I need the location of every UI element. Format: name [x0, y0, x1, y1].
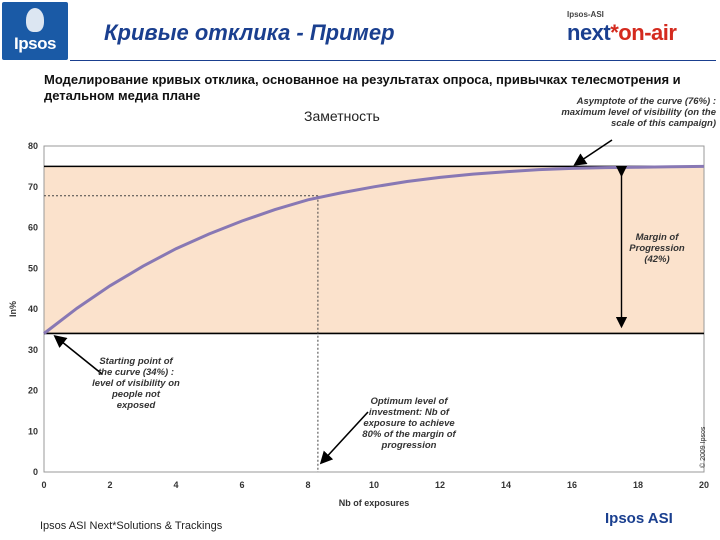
page-title: Кривые отклика - Пример	[104, 20, 395, 45]
annotation-starting-point: Starting point of the curve (34%) : leve…	[92, 356, 180, 411]
x-tick-label: 10	[369, 480, 379, 490]
annotation-margin: Margin of Progression (42%)	[629, 232, 685, 265]
annotation-optimum: Optimum level of investment: Nb of expos…	[362, 396, 456, 451]
copyright-note: © 2009 Ipsos	[700, 426, 707, 468]
footer-left: Ipsos ASI Next*Solutions & Trackings	[40, 520, 223, 532]
y-tick-label: 50	[28, 263, 38, 273]
ipsos-logo-text: Ipsos	[14, 34, 56, 53]
x-tick-label: 18	[633, 480, 643, 490]
x-axis-label: Nb of exposures	[339, 498, 410, 508]
ipsos-logo-figure	[26, 8, 44, 32]
y-axis-label: In%	[8, 301, 18, 317]
footer-brand: Ipsos ASI	[605, 510, 673, 527]
chart-title: Заметность	[304, 108, 380, 124]
next-on-air-logo-main: next*on-air	[567, 20, 677, 46]
x-tick-label: 20	[699, 480, 709, 490]
y-tick-label: 10	[28, 426, 38, 436]
x-tick-label: 6	[239, 480, 244, 490]
y-tick-label: 0	[33, 467, 38, 477]
plot-frame	[43, 145, 705, 473]
annotation-asymptote: Asymptote of the curve (76%) : maximum l…	[561, 96, 716, 129]
next-on-air-logo: Ipsos-ASI next*on-air	[565, 10, 715, 50]
title-divider	[70, 60, 716, 61]
y-tick-label: 80	[28, 141, 38, 151]
y-tick-label: 70	[28, 182, 38, 192]
y-tick-label: 40	[28, 304, 38, 314]
x-tick-label: 2	[107, 480, 112, 490]
margin-band	[44, 166, 704, 334]
subtitle: Моделирование кривых отклика, основанное…	[44, 72, 681, 103]
starting-point-pointer-arrow	[53, 334, 103, 375]
asymptote-pointer-arrow	[573, 139, 613, 166]
next-on-air-logo-small: Ipsos-ASI	[567, 10, 604, 19]
x-tick-label: 14	[501, 480, 511, 490]
optimum-pointer-arrow	[319, 411, 369, 465]
x-tick-label: 0	[41, 480, 46, 490]
logo-part-on-air: *on-air	[610, 20, 677, 45]
y-tick-label: 30	[28, 345, 38, 355]
x-tick-label: 4	[173, 480, 178, 490]
x-tick-label: 12	[435, 480, 445, 490]
x-tick-label: 8	[305, 480, 310, 490]
y-tick-label: 20	[28, 386, 38, 396]
y-tick-label: 60	[28, 223, 38, 233]
x-tick-label: 16	[567, 480, 577, 490]
logo-part-next: next	[567, 20, 611, 45]
ipsos-logo: Ipsos	[2, 2, 68, 60]
response-curve-line	[43, 164, 705, 335]
